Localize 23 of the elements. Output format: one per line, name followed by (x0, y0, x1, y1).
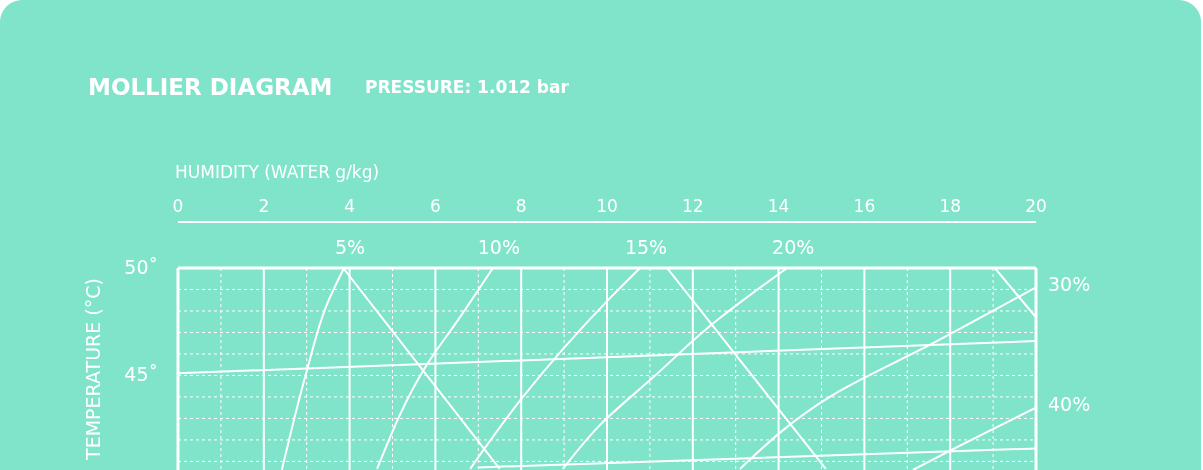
series-label: 10% (477, 236, 520, 258)
x-tick-label: 10 (596, 196, 618, 216)
y-axis-title: TEMPERATURE (°C) (82, 278, 104, 461)
x-tick-label: 12 (681, 196, 704, 216)
x-tick-label: 2 (258, 196, 270, 216)
y-tick-label: 45˚ (124, 362, 158, 385)
chart-title: MOLLIER DIAGRAM (88, 74, 333, 100)
x-tick-label: 14 (767, 196, 790, 216)
x-axis-title: HUMIDITY (WATER g/kg) (175, 162, 380, 182)
x-tick-label: 0 (172, 196, 184, 216)
x-tick-label: 8 (515, 196, 527, 216)
series-label: 15% (624, 236, 668, 258)
chart-subtitle: PRESSURE: 1.012 bar (365, 77, 570, 97)
x-tick-label: 20 (1025, 196, 1047, 216)
series-label: 40% (1048, 393, 1091, 416)
x-tick-label: 18 (939, 196, 962, 216)
x-tick-label: 16 (853, 196, 876, 216)
series-label: 20% (772, 236, 815, 258)
x-tick-label: 6 (429, 196, 441, 216)
y-tick-label: 50˚ (124, 255, 158, 278)
series-label: 5% (334, 236, 366, 258)
series-label: 30% (1048, 272, 1091, 295)
x-tick-label: 4 (344, 196, 356, 216)
